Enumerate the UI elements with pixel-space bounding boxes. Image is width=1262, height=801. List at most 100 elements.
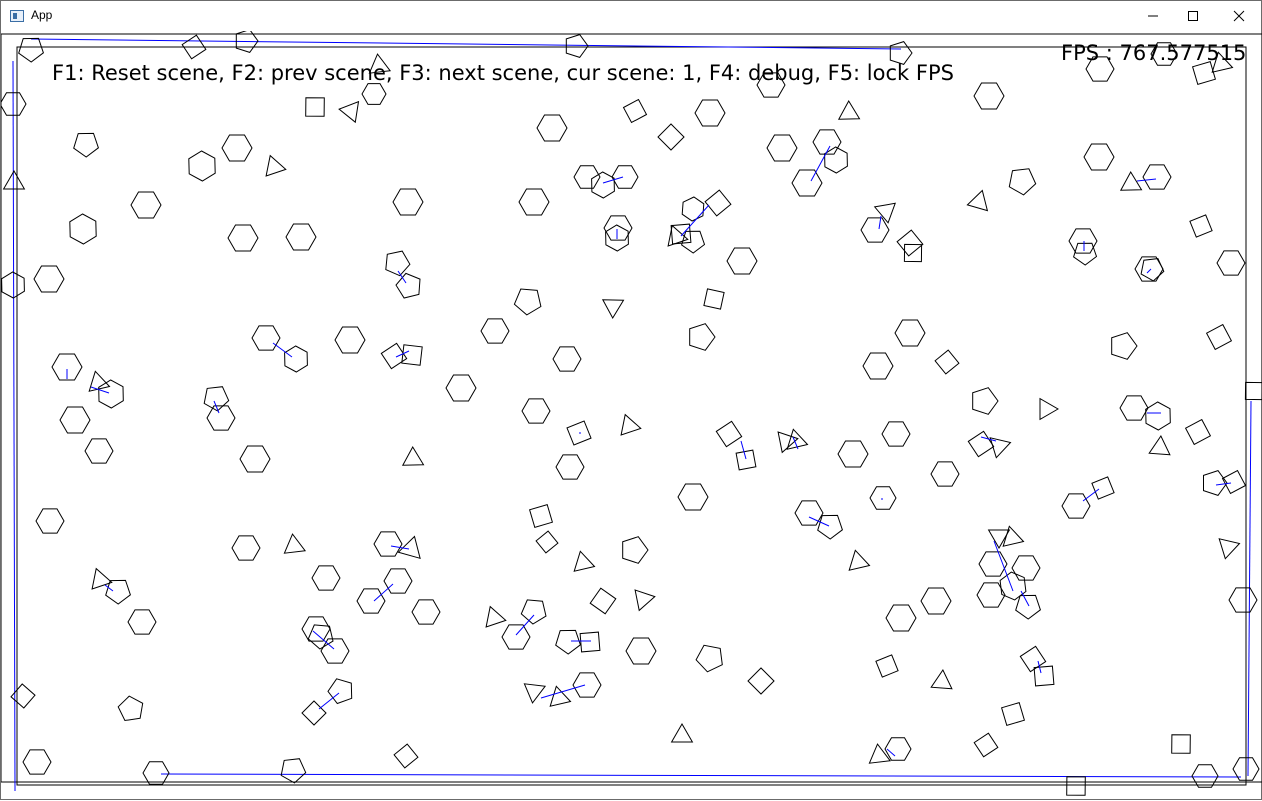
maximize-button[interactable]: [1170, 1, 1216, 31]
physics-body: [848, 549, 871, 571]
wall-debug-line: [12, 60, 16, 792]
physics-body: [368, 53, 392, 74]
debug-line: [318, 692, 340, 710]
debug-line: [395, 350, 410, 358]
debug-line: [886, 748, 896, 757]
physics-body: [1218, 538, 1241, 560]
physics-body: [395, 272, 421, 299]
physics-body: [689, 323, 716, 351]
physics-body: [1008, 168, 1037, 196]
wall-debug-line: [30, 38, 902, 50]
physics-body: [401, 445, 425, 466]
debug-line: [740, 440, 747, 460]
physics-body: [221, 134, 253, 162]
physics-body: [521, 398, 551, 424]
maximize-icon: [1188, 11, 1198, 21]
physics-body: [51, 353, 83, 381]
physics-body: [591, 171, 615, 199]
physics-body: [385, 250, 411, 277]
physics-body: [601, 299, 625, 320]
physics-body: [1066, 776, 1086, 796]
physics-body: [283, 533, 307, 554]
physics-body: [862, 352, 894, 380]
physics-body: [1073, 242, 1098, 266]
physics-body: [91, 567, 113, 590]
physics-body: [552, 346, 582, 372]
debug-line: [792, 436, 799, 450]
physics-body: [373, 531, 403, 557]
physics-body: [59, 406, 91, 434]
physics-body: [320, 638, 350, 664]
physics-body: [670, 723, 694, 743]
physics-body: [572, 672, 602, 698]
physics-body: [35, 508, 65, 534]
physics-body: [383, 568, 413, 594]
physics-body: [622, 536, 649, 564]
physics-body: [681, 230, 706, 254]
physics-body: [22, 749, 52, 775]
physics-body: [84, 438, 114, 464]
physics-body: [579, 631, 601, 653]
physics-body: [1000, 701, 1026, 727]
physics-body: [117, 695, 144, 722]
physics-body: [934, 349, 960, 375]
physics-body: [285, 223, 317, 251]
physics-body: [284, 345, 308, 373]
physics-body: [999, 571, 1027, 601]
physics-body: [1015, 594, 1041, 620]
debug-line: [1020, 590, 1030, 607]
physics-body: [1140, 258, 1165, 282]
physics-body: [777, 431, 799, 454]
debug-line: [878, 215, 882, 230]
physics-body: [528, 503, 554, 529]
physics-body: [327, 678, 353, 705]
title-bar[interactable]: App: [1, 1, 1261, 31]
physics-body: [868, 743, 892, 764]
physics-body: [1148, 434, 1171, 456]
debug-line: [213, 400, 220, 414]
physics-body: [338, 100, 360, 124]
physics-body: [817, 514, 843, 540]
debug-line: [808, 516, 830, 527]
physics-body: [1119, 170, 1143, 191]
physics-body: [873, 202, 896, 224]
minimize-button[interactable]: [1130, 1, 1176, 31]
physics-body: [875, 654, 899, 678]
physics-body: [280, 758, 307, 784]
debug-line: [104, 584, 114, 592]
physics-body: [445, 374, 477, 402]
physics-body: [1111, 332, 1138, 360]
physics-body: [677, 483, 709, 511]
physics-body: [1039, 397, 1059, 421]
physics-body: [1189, 214, 1213, 238]
physics-body: [356, 588, 386, 614]
physics-body: [181, 34, 207, 60]
physics-body: [203, 386, 230, 412]
physics-body: [69, 213, 97, 245]
scene-boundary: [16, 46, 1247, 786]
physics-body: [573, 165, 601, 189]
physics-body: [393, 743, 419, 769]
physics-body: [667, 224, 689, 247]
physics-body: [105, 579, 131, 605]
physics-body: [1091, 476, 1115, 500]
physics-body: [397, 535, 421, 560]
debug-line: [1215, 482, 1232, 486]
physics-body: [794, 500, 824, 526]
physics-body: [73, 132, 99, 158]
physics-body: [735, 449, 757, 471]
physics-body: [837, 440, 869, 468]
physics-canvas[interactable]: F1: Reset scene, F2: prev scene, F3: nex…: [1, 31, 1262, 801]
wall-debug-line: [1247, 400, 1252, 777]
physics-body: [869, 486, 897, 510]
physics-body: [1083, 143, 1115, 171]
physics-body: [625, 637, 657, 665]
app-window-icon: [10, 10, 24, 22]
physics-body: [10, 683, 36, 709]
debug-line: [373, 583, 394, 602]
close-button[interactable]: [1216, 1, 1262, 31]
physics-body: [523, 683, 547, 704]
physics-body: [694, 99, 726, 127]
physics-body: [930, 461, 960, 487]
physics-body: [622, 98, 648, 124]
